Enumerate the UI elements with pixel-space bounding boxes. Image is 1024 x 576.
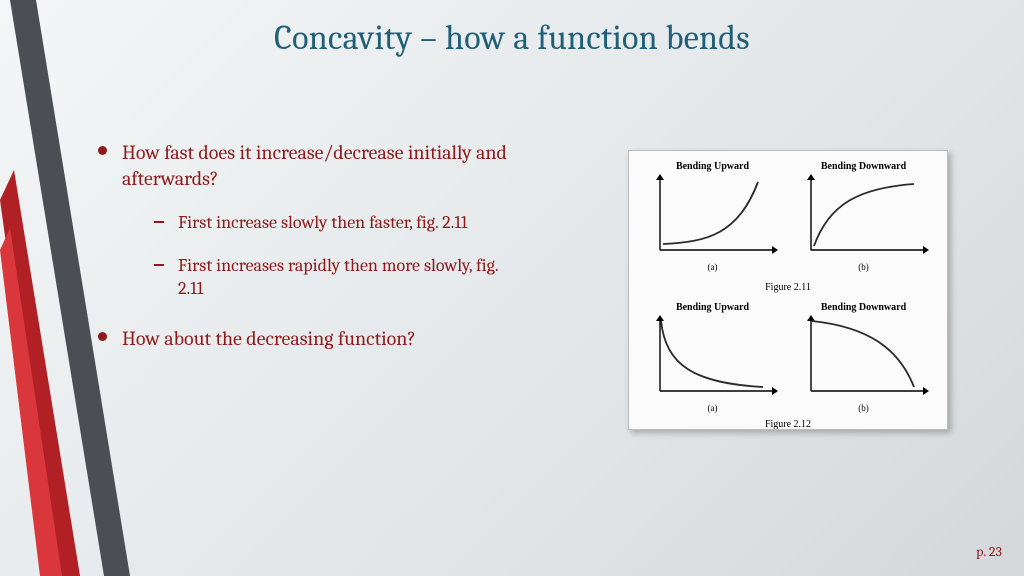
figure-card: Bending Upward (a)Bending Downward (b)Fi… <box>628 150 948 430</box>
figure-row: Bending Upward (a)Bending Downward (b) <box>643 302 933 413</box>
figure-panel: Bending Upward (a) <box>643 161 782 272</box>
bullet-text: How fast does it increase/decrease initi… <box>122 141 507 190</box>
panel-title: Bending Upward <box>676 161 749 172</box>
panel-caption: (a) <box>708 262 718 272</box>
figure-panel: Bending Downward (b) <box>794 302 933 413</box>
page-number: p. 23 <box>976 543 1002 560</box>
bullet-dot-icon <box>98 332 107 341</box>
stripe-red-inner <box>0 228 62 576</box>
figure-row: Bending Upward (a)Bending Downward (b) <box>643 161 933 272</box>
panel-caption: (a) <box>708 403 718 413</box>
figure-panel: Bending Downward (b) <box>794 161 933 272</box>
panel-title: Bending Upward <box>676 302 749 313</box>
panel-plot <box>648 174 778 260</box>
sub-text: First increases rapidly then more slowly… <box>178 255 498 299</box>
bullet-dot-icon <box>98 146 107 155</box>
bullet-item: How about the decreasing function? <box>98 326 518 352</box>
panel-title: Bending Downward <box>821 161 906 172</box>
panel-plot <box>648 315 778 401</box>
panel-title: Bending Downward <box>821 302 906 313</box>
panel-plot <box>799 315 929 401</box>
panel-caption: (b) <box>858 262 869 272</box>
sub-list: First increase slowly then faster, fig. … <box>122 211 518 300</box>
figure-caption: Figure 2.12 <box>643 419 933 429</box>
figure-panel: Bending Upward (a) <box>643 302 782 413</box>
body-content: How fast does it increase/decrease initi… <box>98 140 518 378</box>
figure-grid: Bending Upward (a)Bending Downward (b)Fi… <box>643 161 933 421</box>
panel-plot <box>799 174 929 260</box>
slide-title: Concavity – how a function bends <box>0 18 1024 58</box>
dash-icon <box>154 264 164 266</box>
bullet-list: How fast does it increase/decrease initi… <box>98 140 518 352</box>
bullet-item: How fast does it increase/decrease initi… <box>98 140 518 300</box>
sub-item: First increases rapidly then more slowly… <box>142 254 518 300</box>
figure-caption: Figure 2.11 <box>643 282 933 293</box>
sub-item: First increase slowly then faster, fig. … <box>142 211 518 234</box>
panel-caption: (b) <box>858 403 869 413</box>
dash-icon <box>154 221 164 223</box>
sub-text: First increase slowly then faster, fig. … <box>178 212 467 233</box>
bullet-text: How about the decreasing function? <box>122 327 416 350</box>
stripe-red-outer <box>0 170 80 576</box>
